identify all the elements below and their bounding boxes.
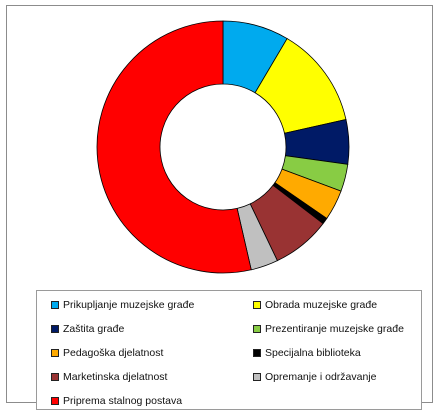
legend-item-3: Prezentiranje muzejske građe bbox=[253, 321, 404, 337]
legend-label-8: Priprema stalnog postava bbox=[63, 395, 183, 407]
legend-swatch-2 bbox=[51, 325, 59, 333]
legend-label-7: Opremanje i održavanje bbox=[265, 371, 377, 383]
legend-label-4: Pedagoška djelatnost bbox=[63, 347, 164, 359]
legend-swatch-0 bbox=[51, 301, 59, 309]
legend-swatch-3 bbox=[253, 325, 261, 333]
legend-swatch-5 bbox=[253, 349, 261, 357]
legend-item-0: Prikupljanje muzejske građe bbox=[51, 297, 194, 313]
legend-swatch-8 bbox=[51, 397, 59, 405]
legend-label-0: Prikupljanje muzejske građe bbox=[63, 299, 195, 311]
legend-label-3: Prezentiranje muzejske građe bbox=[265, 323, 404, 335]
legend-swatch-1 bbox=[253, 301, 261, 309]
legend-label-2: Zaštita građe bbox=[63, 323, 125, 335]
legend-item-2: Zaštita građe bbox=[51, 321, 124, 337]
legend-label-6: Marketinska djelatnost bbox=[63, 371, 168, 383]
donut-chart bbox=[96, 20, 350, 274]
legend-item-6: Marketinska djelatnost bbox=[51, 369, 167, 385]
legend-label-1: Obrada muzejske građe bbox=[265, 299, 378, 311]
legend-swatch-7 bbox=[253, 373, 261, 381]
legend: Prikupljanje muzejske građe Obrada muzejs… bbox=[36, 290, 422, 410]
legend-swatch-6 bbox=[51, 373, 59, 381]
legend-item-7: Opremanje i održavanje bbox=[253, 369, 376, 385]
legend-label-5: Specijalna biblioteka bbox=[265, 347, 361, 359]
chart-area: Prikupljanje muzejske građe Obrada muzejs… bbox=[6, 5, 433, 410]
slice-8 bbox=[96, 20, 252, 274]
legend-item-1: Obrada muzejske građe bbox=[253, 297, 377, 313]
legend-swatch-4 bbox=[51, 349, 59, 357]
legend-item-5: Specijalna biblioteka bbox=[253, 345, 361, 361]
legend-item-4: Pedagoška djelatnost bbox=[51, 345, 163, 361]
legend-item-8: Priprema stalnog postava bbox=[51, 393, 182, 409]
